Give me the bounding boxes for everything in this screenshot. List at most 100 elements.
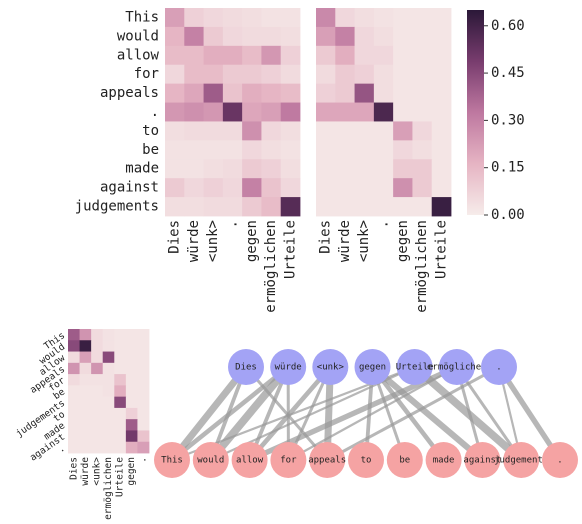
right-cell <box>393 102 413 122</box>
small-cell <box>68 362 80 375</box>
left-cell <box>165 26 185 47</box>
small-cell <box>68 351 80 364</box>
left-cell <box>261 64 282 85</box>
left-cell <box>184 121 204 141</box>
right-cell <box>393 159 413 179</box>
right-cell <box>393 140 413 160</box>
small-cell <box>91 441 104 454</box>
small-cell <box>79 419 92 431</box>
right-cell <box>412 140 433 160</box>
left-cell <box>261 178 282 198</box>
target-node <box>231 442 268 478</box>
small-cell <box>68 430 80 443</box>
right-cell <box>316 197 336 217</box>
right-col-label: gegen <box>395 220 411 262</box>
left-cell <box>222 102 243 122</box>
small-cell <box>91 340 104 352</box>
right-cell <box>431 178 452 198</box>
right-cell <box>373 140 394 160</box>
small-cell <box>125 351 138 364</box>
right-cell <box>354 26 375 47</box>
left-cell <box>203 159 224 179</box>
target-node <box>503 442 540 478</box>
small-cell <box>114 441 127 454</box>
left-col-label: . <box>225 220 241 228</box>
left-row-label: against <box>100 180 159 196</box>
left-cell <box>222 178 243 198</box>
right-cell <box>335 178 355 198</box>
small-cell <box>114 407 127 420</box>
left-row-label: appeals <box>100 85 159 101</box>
left-cell <box>280 64 301 85</box>
left-cell <box>242 102 262 122</box>
right-cell <box>316 26 336 47</box>
small-cell <box>125 362 138 375</box>
small-cell <box>102 340 115 352</box>
small-cell <box>114 340 127 352</box>
right-cell <box>373 8 394 28</box>
left-cell <box>222 45 243 66</box>
left-cell <box>165 197 185 217</box>
right-cell <box>354 197 375 217</box>
source-node-label: ermöglichen <box>427 363 487 373</box>
right-cell <box>316 102 336 122</box>
small-cell <box>68 340 80 352</box>
small-col-label: gegen <box>126 457 137 486</box>
left-cell <box>165 121 185 141</box>
target-node-label: for <box>280 456 297 466</box>
source-node-label: würde <box>275 363 302 373</box>
small-cell <box>102 385 115 398</box>
left-cell <box>261 159 282 179</box>
target-node-label: be <box>399 456 410 466</box>
right-cell <box>335 140 355 160</box>
source-node-label: <unk> <box>317 363 345 373</box>
right-cell <box>373 45 394 66</box>
left-row-label: would <box>117 28 159 44</box>
alignment-edge <box>287 366 458 461</box>
right-cell <box>316 121 336 141</box>
left-cell <box>165 140 185 160</box>
right-cell <box>373 64 394 85</box>
colorbar-tick-label: 0.30 <box>491 112 525 128</box>
heatmap-left: This would allow for appeals. to be made against… <box>75 8 301 313</box>
small-cell <box>125 340 138 352</box>
small-cell <box>114 419 127 431</box>
colorbar-tick-label: 0.00 <box>491 207 525 223</box>
small-cell <box>91 430 104 443</box>
right-cell <box>373 83 394 103</box>
left-cell <box>242 26 262 47</box>
alignment-edge <box>370 364 485 463</box>
left-cell <box>184 140 204 160</box>
source-node <box>396 349 433 385</box>
left-cell <box>203 26 224 47</box>
target-node <box>154 442 190 478</box>
small-cell <box>91 385 104 398</box>
left-cell <box>203 102 224 122</box>
small-col-label: . <box>138 457 149 463</box>
left-cell <box>280 102 301 122</box>
small-col-label: würde <box>80 457 91 486</box>
target-node <box>270 442 307 478</box>
right-cell <box>412 102 433 122</box>
left-cell <box>203 83 224 103</box>
small-cell <box>137 396 150 409</box>
small-cell <box>137 374 150 386</box>
right-cell <box>373 121 394 141</box>
left-cell <box>242 140 262 160</box>
right-cell <box>354 178 375 198</box>
left-row-label: for <box>134 66 159 82</box>
small-cell <box>125 419 138 431</box>
left-cell <box>261 121 282 141</box>
left-col-label: Dies <box>167 220 183 254</box>
small-cell <box>137 362 150 375</box>
small-cell <box>79 385 92 398</box>
small-cell <box>79 430 92 443</box>
alignment-edge <box>244 366 329 461</box>
right-cell <box>412 83 433 103</box>
right-cell <box>431 64 452 85</box>
right-cell <box>393 83 413 103</box>
small-cell <box>91 419 104 431</box>
small-cell <box>125 441 138 454</box>
right-cell <box>431 8 452 28</box>
